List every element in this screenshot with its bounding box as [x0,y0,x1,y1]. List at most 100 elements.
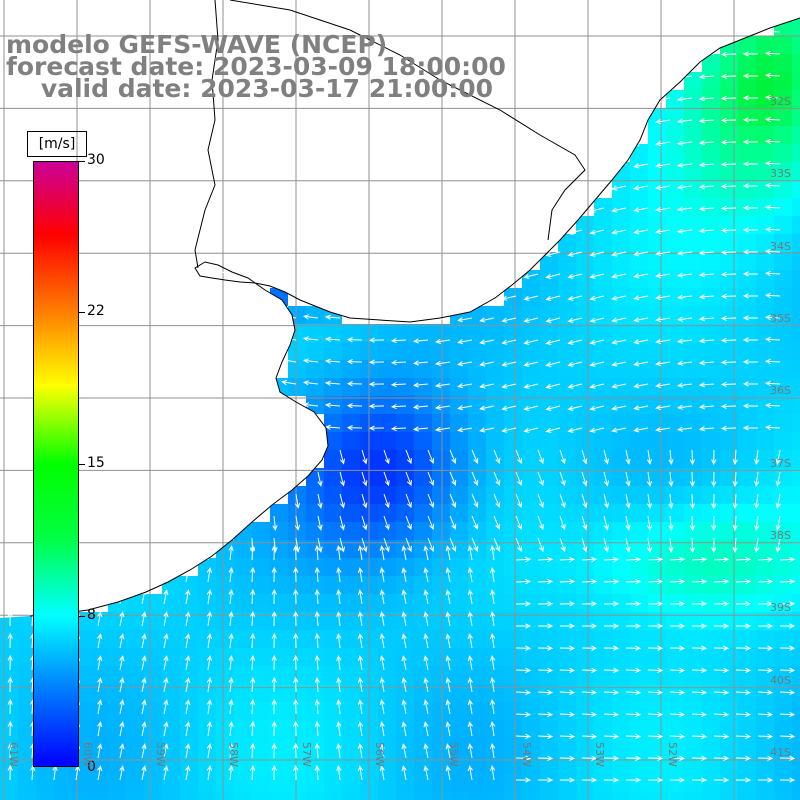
wind-arrow [423,743,429,759]
wind-cell [666,522,684,540]
wind-cell [180,684,198,702]
wind-cell [342,774,360,792]
wind-arrow [423,677,429,693]
wind-arrow [185,655,191,671]
wind-cell [666,648,684,666]
wind-cell [540,252,558,270]
wind-cell [540,558,558,576]
wind-cell [684,450,702,468]
wind-cell [216,630,234,648]
wind-cell [378,594,396,612]
wind-cell [612,792,630,800]
wind-cell [774,342,792,360]
land-mass [0,0,800,618]
wind-cell [702,702,720,720]
wind-cell [522,738,540,756]
wind-cell [432,666,450,684]
wind-cell [630,324,648,342]
wind-arrow [757,578,774,585]
wind-cell [108,630,126,648]
wind-cell [594,720,612,738]
wind-arrow [185,633,191,649]
wind-cell [666,720,684,738]
wind-arrow [676,162,693,168]
wind-arrow [764,336,781,343]
wind-cell [540,738,558,756]
wind-cell [486,378,504,396]
wind-cell [396,774,414,792]
wind-arrow [720,315,737,321]
wind-arrow [537,471,544,487]
colorbar-tick-30: 30 [87,152,105,168]
wind-arrow [633,185,649,191]
wind-cell [666,792,684,800]
wind-cell [792,576,800,594]
wind-cell [792,180,800,198]
wind-cell [720,774,738,792]
wind-arrow [689,471,695,488]
wind-arrow [206,611,212,627]
wind-arrow [163,677,169,693]
wind-cell [126,756,144,774]
wind-cell [378,648,396,666]
wind-arrow [647,711,664,718]
wind-cell [252,702,270,720]
wind-cell [648,144,666,162]
wind-arrow [302,314,319,320]
wind-arrow [379,743,385,759]
wind-cell [648,684,666,702]
wind-arrow [457,427,473,433]
wind-cell [396,684,414,702]
wind-cell [522,468,540,486]
wind-cell [306,594,324,612]
wind-arrow [467,655,473,671]
wind-cell [504,540,522,558]
wind-arrow [567,229,583,235]
wind-arrow [589,361,605,367]
wind-cell [288,522,306,540]
wind-cell [558,720,576,738]
wind-arrow [490,544,496,561]
wind-cell [612,450,630,468]
wind-arrow [691,601,708,607]
wind-arrow [97,677,103,693]
wind-arrow [559,755,576,761]
wind-cell [612,720,630,738]
wind-cell [216,648,234,666]
wind-arrow [293,676,299,693]
wind-cell [486,792,504,800]
wind-cell [684,360,702,378]
wind-arrow [581,689,598,696]
wind-cell [270,720,288,738]
wind-arrow [361,493,368,509]
wind-cell [738,378,756,396]
wind-arrow [676,338,693,344]
wind-arrow [7,654,13,671]
wind-cell [720,684,738,702]
wind-arrow [537,449,544,465]
wind-arrow [589,317,605,323]
wind-cell [558,504,576,522]
wind-arrow [713,733,730,740]
wind-arrow [646,471,653,487]
wind-arrow [779,733,796,740]
wind-cell [432,378,450,396]
wind-arrow [720,73,737,79]
wind-cell [486,522,504,540]
wind-arrow [471,515,479,530]
wind-cell [342,522,360,540]
wind-cell [18,792,36,800]
wind-arrow [742,271,759,277]
wind-cell [756,108,774,126]
wind-arrow [732,449,738,466]
wind-arrow [457,405,473,411]
wind-cell [270,594,288,612]
wind-arrow [449,515,457,530]
wind-cell [774,792,792,800]
wind-cell [342,486,360,504]
wind-arrow [559,645,576,651]
wind-arrow [457,361,473,367]
wind-cell [468,324,486,342]
wind-cell [666,594,684,612]
wind-arrow [646,515,653,531]
